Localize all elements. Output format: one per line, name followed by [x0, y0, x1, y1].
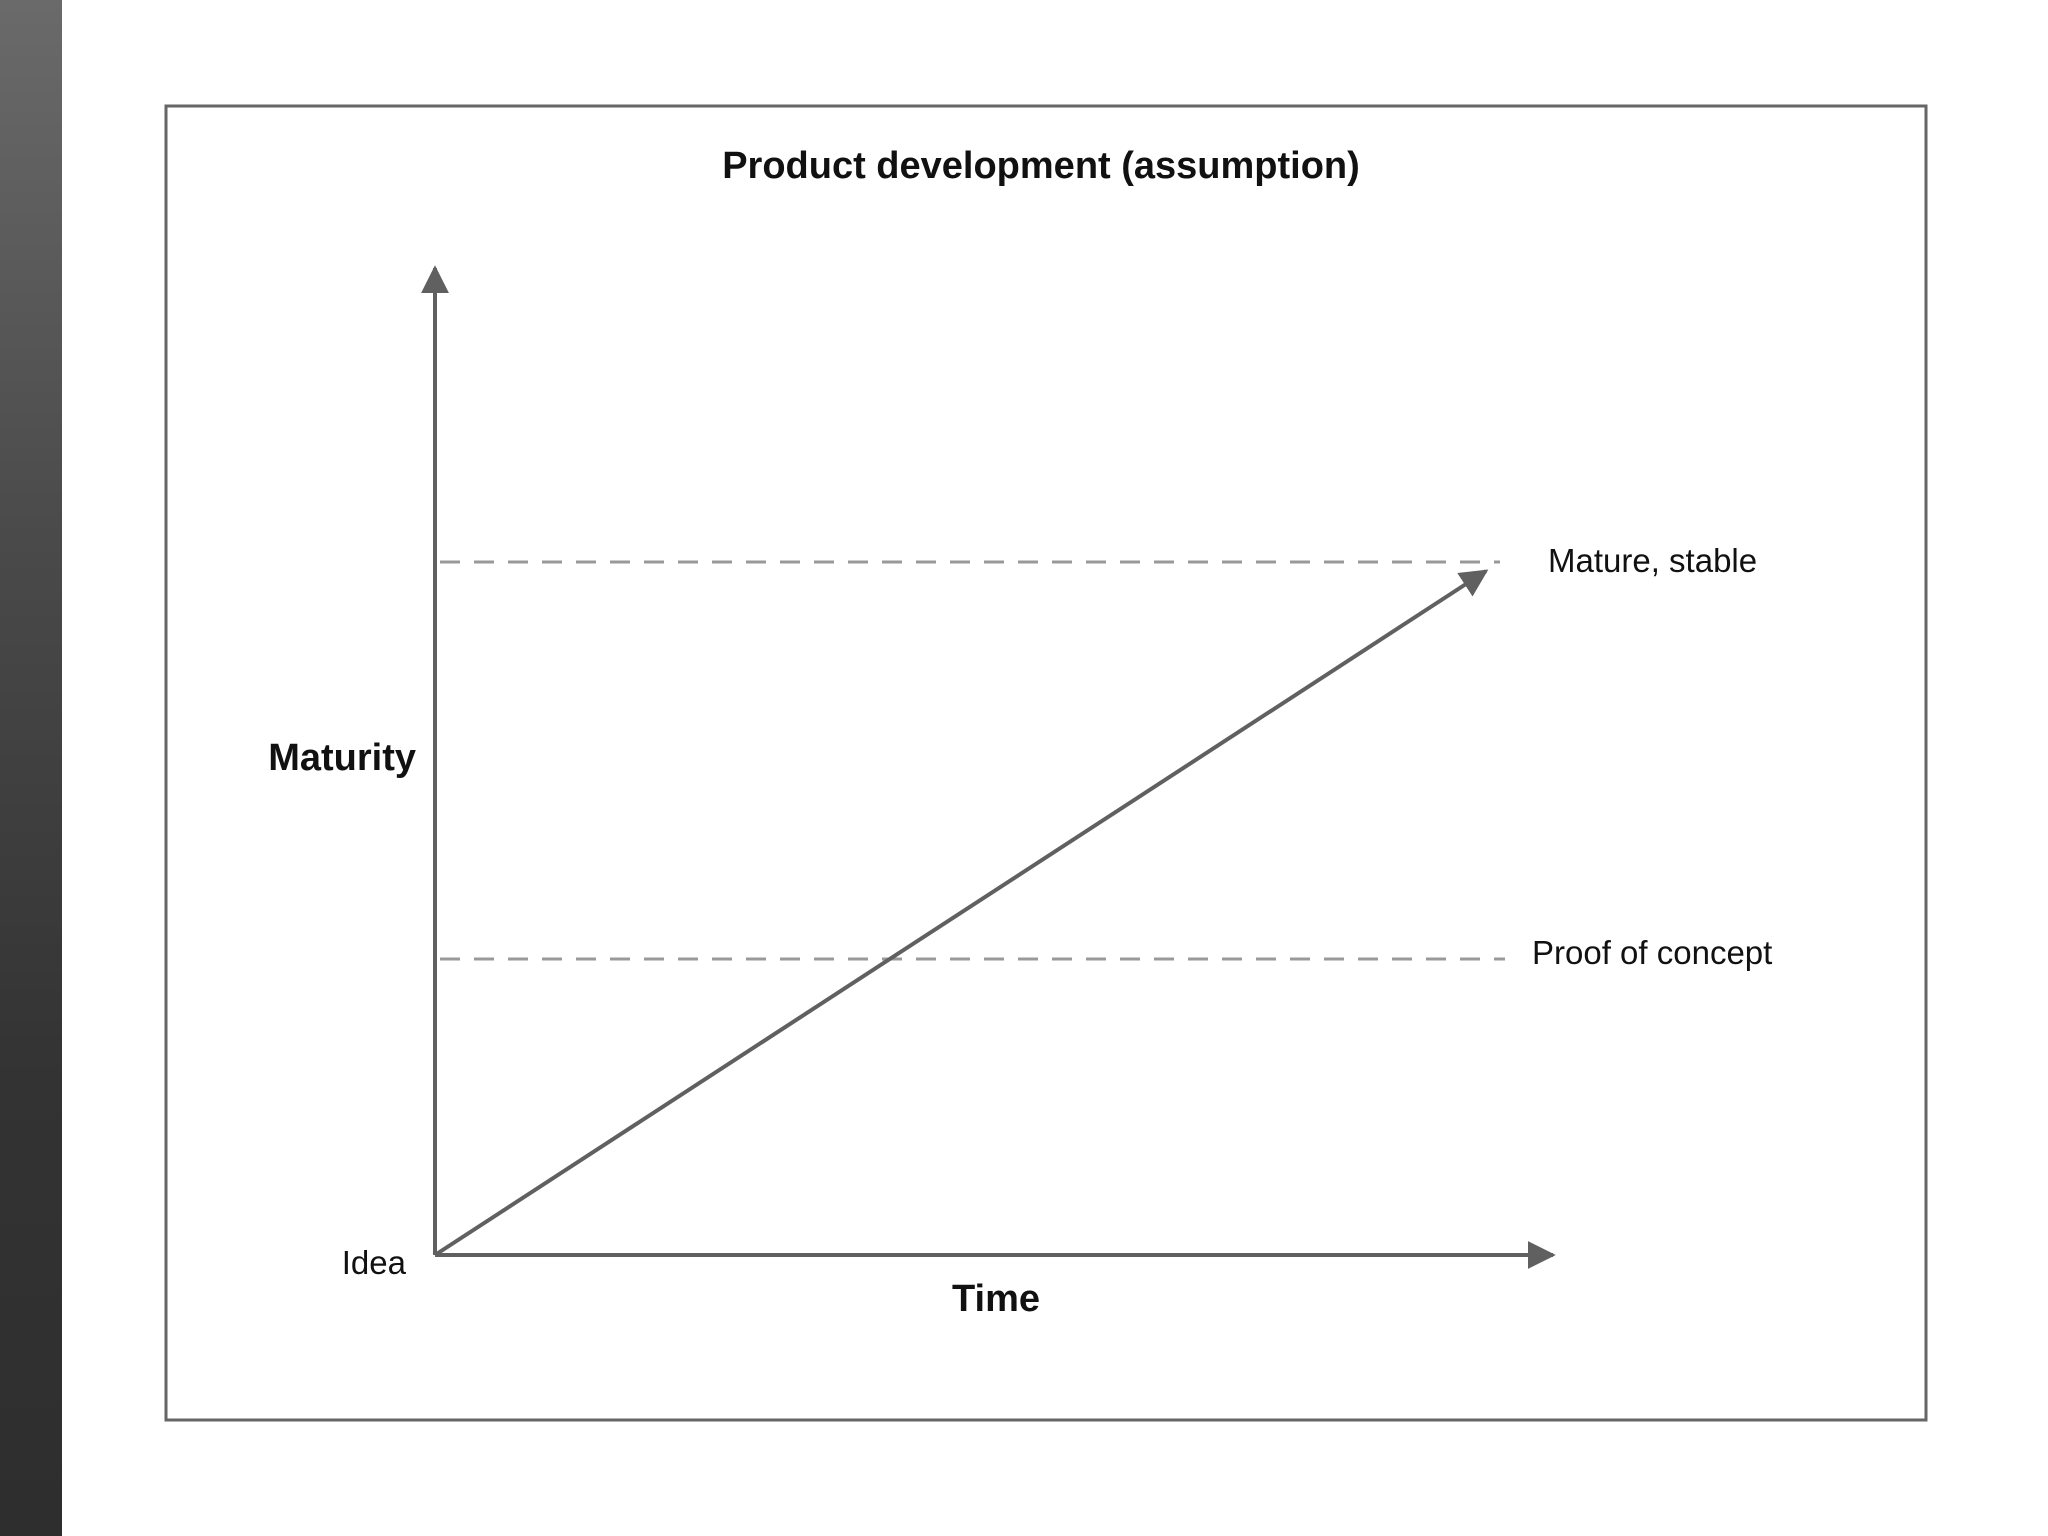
y-axis-label: Maturity	[268, 737, 416, 779]
x-axis-label: Time	[952, 1278, 1040, 1320]
diagram-title: Product development (assumption)	[722, 145, 1360, 187]
origin-label: Idea	[342, 1244, 407, 1281]
level-label-mature: Mature, stable	[1548, 542, 1757, 579]
side-bar	[0, 0, 62, 1536]
level-label-proof-of-concept: Proof of concept	[1532, 934, 1772, 971]
diagram-frame	[164, 104, 1928, 1422]
growth-arrow	[433, 569, 1489, 1257]
